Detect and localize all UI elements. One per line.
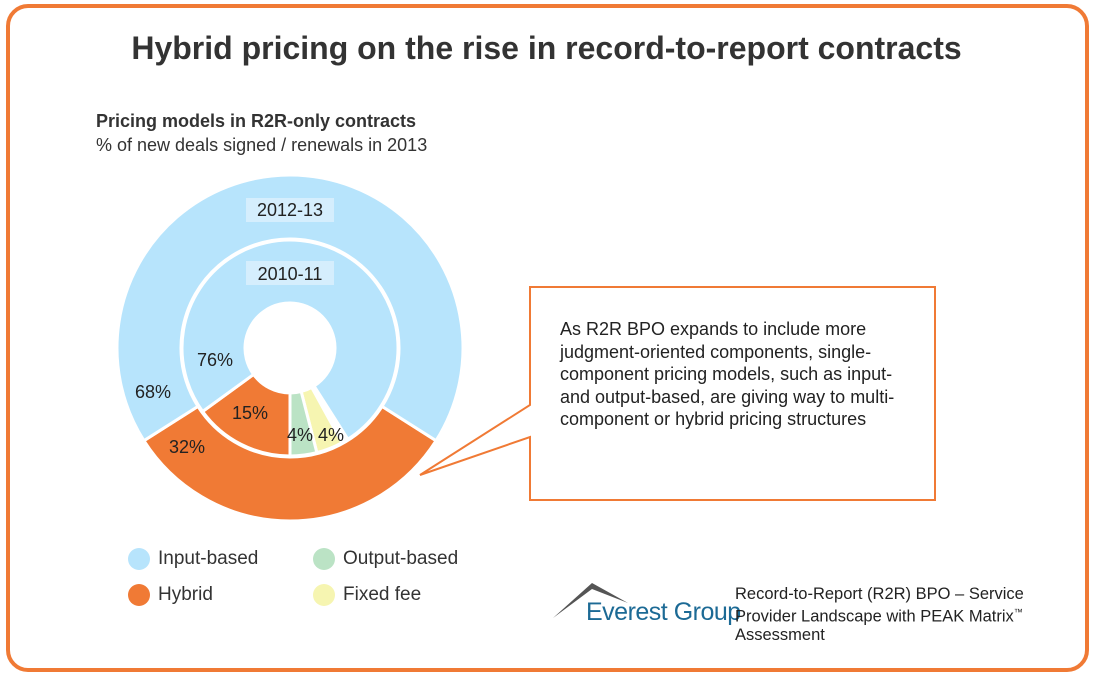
- everest-group-logo: Everest Group: [586, 598, 741, 626]
- page-title: Hybrid pricing on the rise in record-to-…: [131, 30, 962, 66]
- label-inner-input: 76%: [197, 350, 233, 370]
- chart-title: Pricing models in R2R-only contracts: [96, 111, 417, 131]
- legend-fixed-fee: Fixed fee: [313, 584, 421, 606]
- outer-ring-label: 2012-13: [257, 200, 323, 220]
- legend-label: Hybrid: [158, 584, 213, 605]
- legend-label: Input-based: [158, 548, 259, 569]
- legend-swatch: [313, 548, 335, 570]
- chart-subtitle: % of new deals signed / renewals in 2013: [96, 135, 428, 155]
- trademark: ™: [1013, 607, 1023, 617]
- inner-ring-label-bg: [246, 261, 334, 285]
- source-line-1: Record-to-Report (R2R) BPO – Service Pro…: [735, 585, 1024, 626]
- label-inner-hybrid: 15%: [232, 403, 268, 423]
- legend-input-based: Input-based: [128, 548, 258, 570]
- source-line-2: Assessment: [735, 625, 825, 644]
- callout-box: [419, 286, 936, 501]
- legend-label: Output-based: [343, 548, 459, 569]
- label-outer-input: 68%: [135, 382, 171, 402]
- logo-mountain: [553, 583, 628, 618]
- legend-swatch: [128, 584, 150, 606]
- legend-swatch: [313, 584, 335, 606]
- segment-2010-11-input-based: [180, 238, 400, 442]
- legend-output-based: Output-based: [313, 548, 458, 570]
- legend-label: Fixed fee: [343, 584, 422, 605]
- source-note: Record-to-Report (R2R) BPO – Service Pro…: [735, 585, 1075, 644]
- outer-ring-label-bg: [246, 198, 334, 222]
- label-inner-fixed: 4%: [318, 425, 344, 445]
- frame: [6, 4, 1089, 672]
- label-outer-hybrid: 32%: [169, 437, 205, 457]
- label-inner-output: 4%: [287, 425, 313, 445]
- inner-ring-label: 2010-11: [258, 264, 323, 284]
- callout-text: As R2R BPO expands to include more judgm…: [560, 319, 895, 429]
- legend-swatch: [128, 548, 150, 570]
- legend-hybrid: Hybrid: [128, 584, 213, 606]
